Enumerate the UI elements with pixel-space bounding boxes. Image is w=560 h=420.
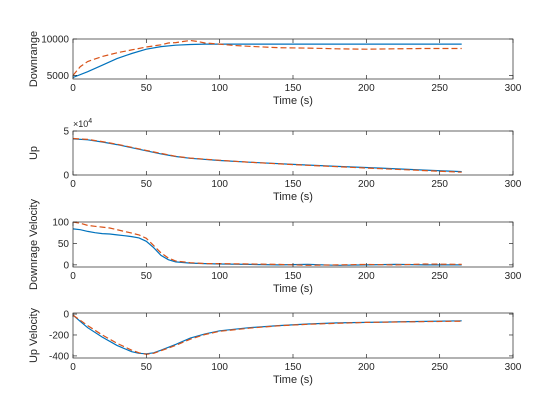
y-tick-label: 50 <box>58 239 70 250</box>
x-tick-label: 300 <box>505 271 522 282</box>
y-tick-label: 0 <box>63 260 69 271</box>
series-line-solid <box>73 138 462 173</box>
x-tick-label: 250 <box>431 271 448 282</box>
y-tick-label: -200 <box>49 330 69 341</box>
x-tick-label: 100 <box>211 271 228 282</box>
y-tick-label: 10000 <box>41 35 69 46</box>
series-line-solid <box>73 314 462 355</box>
subplot-3: 0 50 100 150 200 250 300 0 50 100 Time (s) Downrage… <box>28 198 522 295</box>
series-line-dashed <box>73 39 462 76</box>
y-tick-label: 5 <box>63 127 69 138</box>
x-tick-label: 0 <box>70 83 76 94</box>
y-axis-label: Up <box>28 146 40 160</box>
y-tick-label: 100 <box>52 218 69 229</box>
x-tick-label: 250 <box>431 83 448 94</box>
x-tick-label: 200 <box>358 179 375 190</box>
x-tick-label: 200 <box>358 362 375 373</box>
y-tick-label: -400 <box>49 351 69 362</box>
y-tick-label: 5000 <box>47 71 70 82</box>
x-tick-label: 250 <box>431 179 448 190</box>
x-tick-label: 150 <box>285 362 302 373</box>
x-tick-label: 150 <box>285 179 302 190</box>
x-tick-label: 50 <box>141 83 153 94</box>
x-axis-label: Time (s) <box>273 283 313 295</box>
x-tick-label: 300 <box>505 83 522 94</box>
y-axis-label: Downrange <box>28 31 40 87</box>
series-line-solid <box>73 43 462 79</box>
y-axis-label: Downrage Velocity <box>28 198 40 290</box>
x-tick-label: 300 <box>505 179 522 190</box>
x-tick-label: 100 <box>211 179 228 190</box>
axes-box <box>72 221 514 268</box>
x-tick-label: 150 <box>285 83 302 94</box>
y-tick-label: 0 <box>63 310 69 321</box>
subplot-1: 0 50 100 150 200 250 300 5000 10000 Time (s) Downr… <box>28 31 522 107</box>
axes-box <box>72 130 514 176</box>
x-tick-label: 0 <box>70 362 76 373</box>
series-line-solid <box>73 228 462 266</box>
y-exponent-label: ×104 <box>73 118 92 129</box>
x-axis-label: Time (s) <box>273 191 313 203</box>
x-tick-label: 250 <box>431 362 448 373</box>
x-axis-label: Time (s) <box>273 374 313 386</box>
x-tick-label: 0 <box>70 179 76 190</box>
series-line-dashed <box>73 314 462 355</box>
x-tick-label: 0 <box>70 271 76 282</box>
x-tick-label: 200 <box>358 271 375 282</box>
y-exponent-power: 4 <box>88 118 92 125</box>
subplot-2: 0 50 100 150 200 250 300 0 5 ×104 Time (s) Up <box>28 118 522 203</box>
x-tick-label: 50 <box>141 271 153 282</box>
y-tick-label: 0 <box>63 171 69 182</box>
x-tick-label: 150 <box>285 271 302 282</box>
x-tick-label: 50 <box>141 179 153 190</box>
x-tick-label: 300 <box>505 362 522 373</box>
x-axis-label: Time (s) <box>273 95 313 107</box>
series-line-dashed <box>73 222 462 266</box>
axes-box <box>72 312 514 359</box>
y-axis-label: Up Velocity <box>28 307 40 363</box>
x-tick-label: 100 <box>211 83 228 94</box>
x-tick-label: 200 <box>358 83 375 94</box>
x-tick-label: 100 <box>211 362 228 373</box>
x-tick-label: 50 <box>141 362 153 373</box>
series-line-dashed <box>73 137 462 173</box>
subplot-4: 0 50 100 150 200 250 300 -400 -200 0 Time (s) Up Ve… <box>28 307 522 386</box>
axes-box <box>72 38 514 80</box>
